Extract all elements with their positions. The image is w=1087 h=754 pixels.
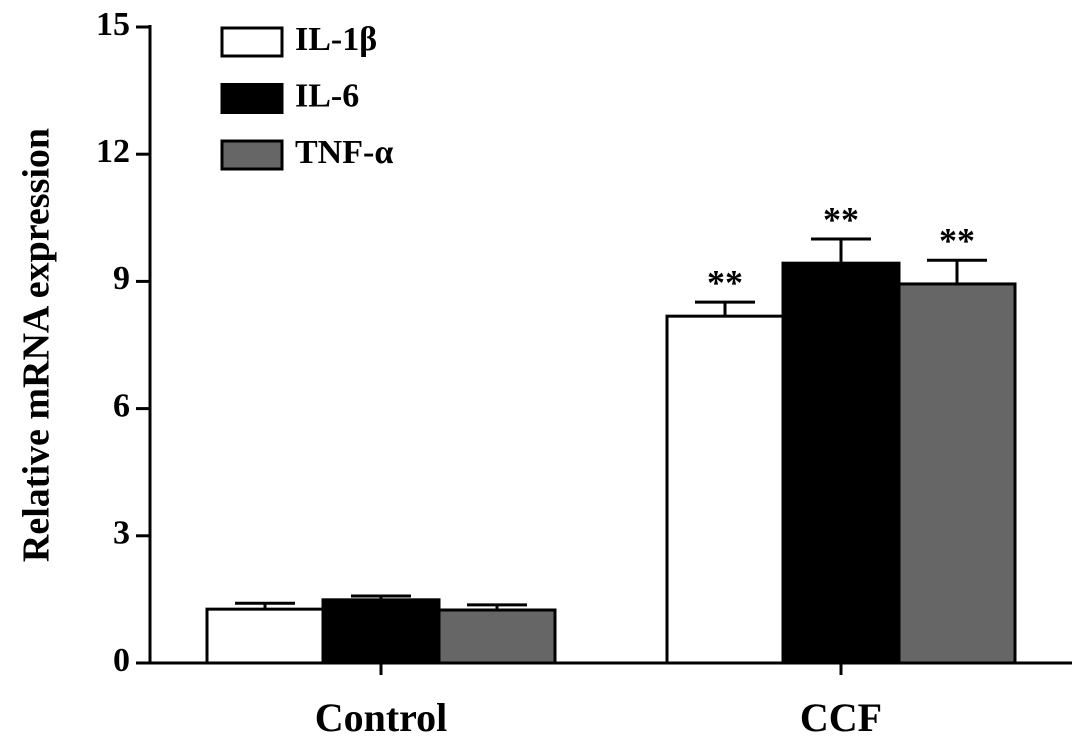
y-tick-label: 3 [113, 515, 130, 552]
legend-label: TNF-α [295, 134, 393, 171]
bar [781, 261, 901, 665]
x-tick-label: Control [315, 695, 448, 740]
bar [897, 282, 1017, 665]
y-axis-label: Relative mRNA expression [16, 128, 58, 562]
y-tick-label: 9 [113, 260, 130, 297]
significance-label: ** [939, 220, 975, 260]
x-tick-label: CCF [800, 695, 882, 740]
y-tick-label: 15 [96, 6, 130, 43]
y-tick-label: 0 [113, 642, 130, 679]
bar [321, 598, 441, 665]
legend-swatch [220, 139, 284, 171]
legend-label: IL-1β [295, 21, 377, 58]
bar [665, 314, 785, 665]
y-tick-label: 12 [96, 133, 130, 170]
bar [437, 608, 557, 665]
significance-label: ** [823, 199, 859, 239]
significance-label: ** [707, 262, 743, 302]
bar [205, 607, 325, 665]
legend-swatch [220, 83, 284, 114]
legend-label: IL-6 [295, 77, 359, 114]
legend-swatch [220, 26, 284, 58]
y-tick-label: 6 [113, 387, 130, 424]
